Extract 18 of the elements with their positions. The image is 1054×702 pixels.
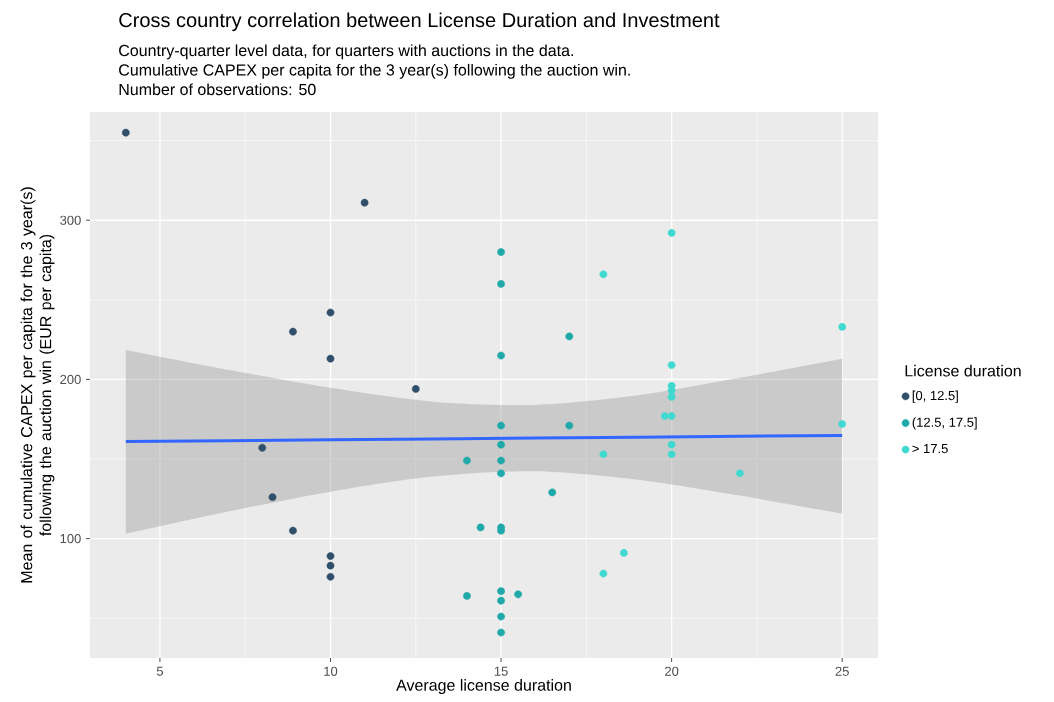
legend-label: (12.5, 17.5] [912,417,977,430]
y-tick-label: 200 [60,374,81,385]
y-tick-label: 300 [60,215,81,225]
legend-label: > 17.5 [912,444,948,454]
y-axis-title: Mean of cumulative CAPEX per capita for the 3 year(s) following the auction win (EUR per capita) [20,187,55,583]
x-tick-label: 25 [835,666,849,676]
x-tick-label: 5 [156,666,164,676]
x-tick-label: 10 [324,666,338,676]
chart-title: Cross country correlation between License Duration and Investment [119,12,720,32]
legend-label: [0, 12.5] [912,390,958,403]
y-tick-label: 100 [60,534,81,544]
x-tick-label: 20 [665,666,679,676]
text: Cumulative CAPEX per capita for the 3 year(s) following the auction win. [119,63,630,79]
legend-title: License duration [905,364,1021,377]
text: Number of observations: 50 [119,83,316,96]
x-tick-label: 15 [494,666,508,676]
chart-subtitle: Country-quarter level data, for quarters with auctions in the data. [119,44,573,60]
x-axis-title: Average license duration [396,679,571,694]
